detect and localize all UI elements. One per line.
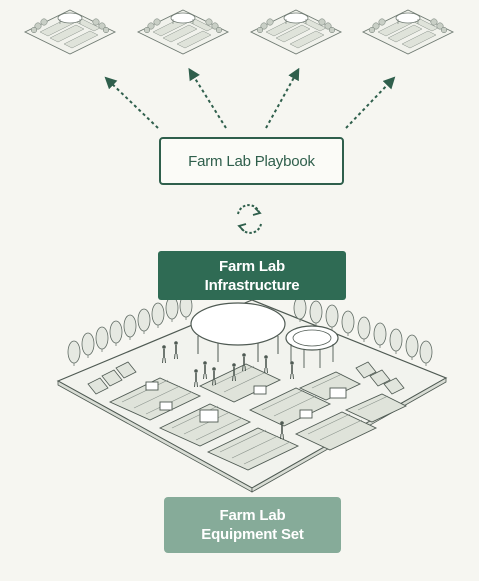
replicated-farm-3	[250, 9, 342, 55]
refresh-cycle-icon	[237, 204, 262, 234]
pavilion-small	[285, 325, 339, 368]
farm-lab-equipment-set-box: Farm Lab Equipment Set	[164, 497, 341, 553]
tractor-3	[253, 385, 267, 395]
farm-lab-infrastructure-box: Farm Lab Infrastructure	[158, 251, 346, 300]
farm-lab-playbook-label: Farm Lab Playbook	[188, 152, 315, 170]
solar-panels-right	[355, 361, 405, 395]
solar-panels-left	[87, 361, 137, 395]
replicated-farms	[24, 9, 454, 55]
replicated-farm-2	[137, 9, 229, 55]
farm-equipment	[145, 381, 347, 423]
replicated-farm-1	[24, 9, 116, 55]
arrow-to-farm-1	[104, 76, 159, 129]
infrastructure-label-line2: Infrastructure	[204, 276, 300, 294]
harvester-2	[329, 387, 347, 399]
replicated-farm-4	[362, 9, 454, 55]
distribution-arrows	[104, 67, 396, 129]
tractor-4	[299, 409, 313, 419]
arrow-to-farm-2	[188, 67, 227, 129]
farm-infrastructure-illustration	[56, 294, 448, 493]
infrastructure-label-line1: Farm Lab	[219, 257, 285, 275]
equipment-label-line2: Equipment Set	[201, 526, 304, 543]
arrow-to-farm-3	[265, 67, 300, 129]
tractor-1	[145, 381, 159, 391]
crop-fields	[108, 363, 408, 471]
farm-lab-playbook-box: Farm Lab Playbook	[159, 137, 344, 185]
pavilion-large	[190, 302, 286, 362]
arrow-to-farm-4	[345, 76, 396, 129]
harvester-1	[199, 409, 219, 423]
equipment-label-line1: Farm Lab	[219, 507, 286, 524]
tractor-2	[159, 401, 173, 411]
